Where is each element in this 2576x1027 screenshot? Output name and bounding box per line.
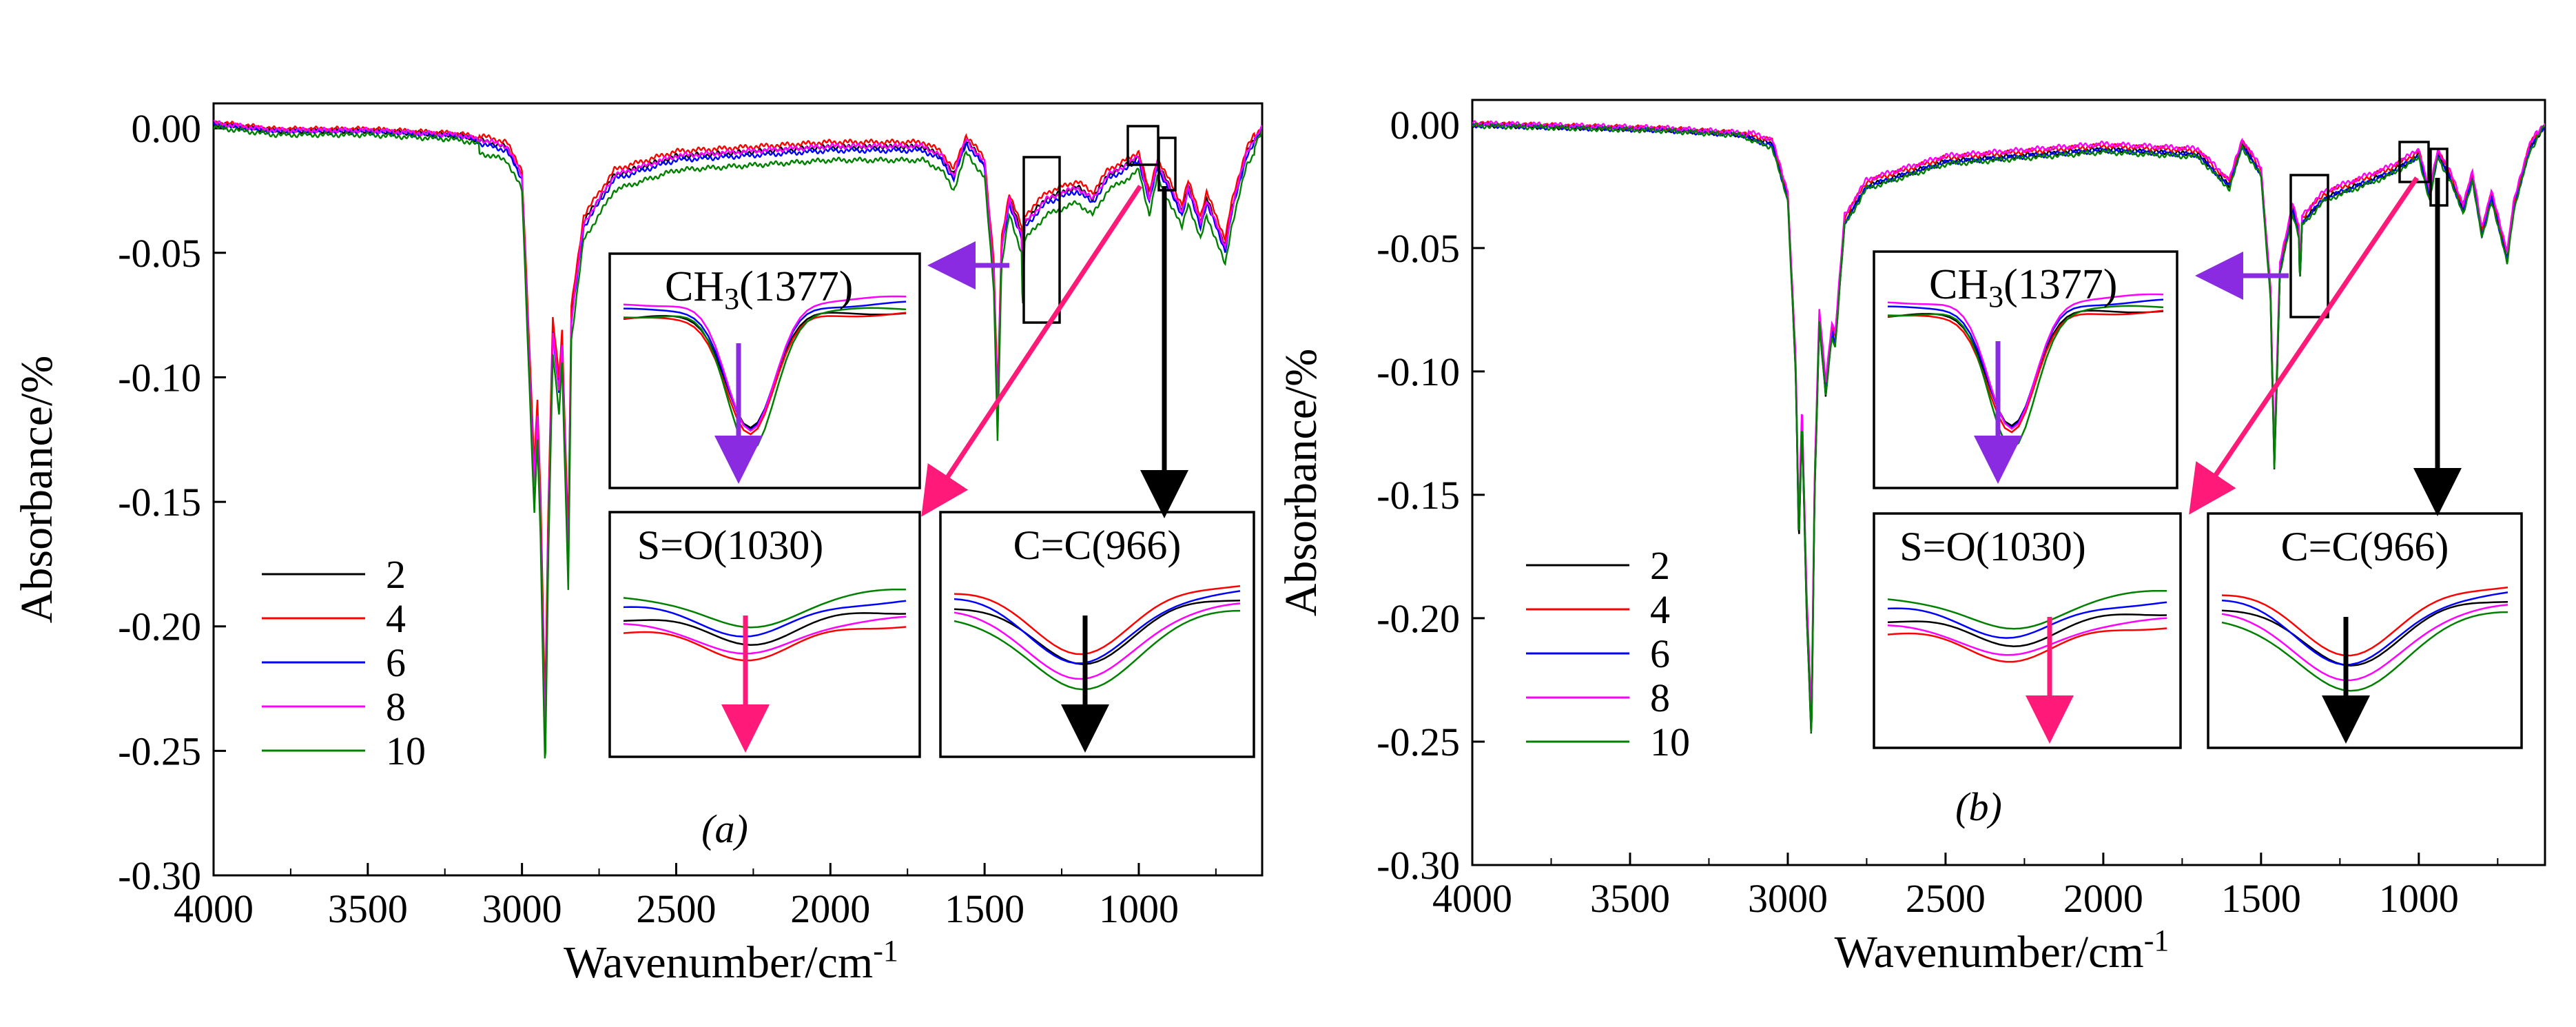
y-tick-label: -0.15	[1377, 473, 1460, 518]
inset-curve-2	[623, 612, 907, 646]
x-tick-label: 1500	[945, 886, 1024, 931]
inset-frame	[608, 252, 921, 489]
inset-curve-10	[1887, 305, 2164, 450]
ch3-label: CH3(1377)	[665, 263, 853, 316]
inset-curve-6	[623, 600, 907, 638]
inset-curve-10	[1887, 589, 2167, 630]
y-tick-label: -0.20	[118, 604, 201, 649]
inset-curve-6	[954, 590, 1241, 664]
series-line-10	[1472, 122, 2545, 733]
highlight-box	[1126, 125, 1160, 166]
highlight-box	[1157, 136, 1177, 192]
y-tick-label: 0.00	[132, 106, 202, 151]
so-pointer-arrow	[921, 185, 1142, 517]
inset-curve-10	[623, 307, 907, 452]
y-tick-label: -0.15	[118, 480, 201, 525]
x-tick-label: 1500	[2221, 876, 2301, 921]
x-tick-label: 2500	[1906, 876, 1986, 921]
inset-so: S=O(1030)	[1873, 512, 2182, 749]
panel-label: (a)	[701, 806, 748, 851]
inset-ch3: CH3(1377)	[608, 252, 921, 489]
inset-curve-4	[623, 312, 907, 436]
legend-label-8: 8	[386, 684, 406, 729]
y-tick-label: -0.05	[1377, 226, 1460, 271]
series-line-10	[214, 124, 1262, 759]
inset-curve-2	[1887, 613, 2167, 647]
x-tick-label: 3500	[1590, 876, 1670, 921]
inset-curve-10	[2221, 611, 2508, 692]
x-tick-label: 3000	[1748, 876, 1828, 921]
y-tick-label: -0.05	[118, 231, 201, 276]
y-tick-label: -0.20	[1377, 596, 1460, 641]
inset-curve-8	[1887, 293, 2164, 430]
inset-so: S=O(1030)	[608, 511, 921, 758]
x-axis-label: Wavenumber/cm-1	[1835, 924, 2170, 977]
inset-cc: C=C(966)	[939, 511, 1255, 758]
so-pointer-arrow	[2189, 176, 2419, 515]
inset-cc: C=C(966)	[2207, 512, 2523, 749]
inset-curve-8	[623, 616, 907, 655]
x-tick-label: 2500	[636, 886, 716, 931]
x-tick-label: 1000	[2379, 876, 2459, 921]
highlight-box	[2289, 174, 2329, 318]
x-tick-label: 4000	[1432, 876, 1512, 921]
inset-curve-8	[2221, 604, 2508, 682]
inset-curve-8	[623, 295, 907, 432]
x-axis-label: Wavenumber/cm-1	[564, 934, 898, 988]
inset-curve-6	[1887, 601, 2167, 639]
so-label: S=O(1030)	[1899, 524, 2086, 569]
x-tick-label: 1000	[1099, 886, 1179, 931]
legend-label-10: 10	[386, 729, 426, 773]
y-tick-label: -0.10	[1377, 349, 1460, 394]
inset-ch3: CH3(1377)	[1873, 250, 2178, 489]
plot-frame	[212, 102, 1264, 877]
highlight-box	[1022, 156, 1061, 324]
inset-curve-4	[623, 626, 907, 662]
x-tick-label: 4000	[174, 886, 254, 931]
cc-label: C=C(966)	[2281, 524, 2449, 569]
inset-curve-2	[2221, 600, 2508, 667]
inset-curve-6	[2221, 591, 2508, 666]
cc-label: C=C(966)	[1013, 522, 1182, 568]
x-tick-label: 3500	[328, 886, 408, 931]
legend-label-6: 6	[386, 640, 406, 685]
inset-curve-4	[1887, 309, 2164, 434]
series-line-8	[1472, 120, 2545, 706]
legend-label-6: 6	[1650, 631, 1670, 676]
inset-frame	[1873, 250, 2178, 489]
so-label: S=O(1030)	[637, 522, 824, 568]
inset-curve-10	[623, 588, 907, 629]
ch3-label: CH3(1377)	[1929, 261, 2117, 314]
inset-curve-10	[954, 609, 1241, 691]
y-axis-label: Absorbance/%	[12, 356, 62, 624]
panel-label: (b)	[1955, 784, 2002, 829]
y-tick-label: 0.00	[1390, 103, 1461, 148]
inset-curve-4	[1887, 627, 2167, 663]
legend-label-2: 2	[1650, 543, 1670, 588]
inset-curve-8	[954, 602, 1241, 680]
y-tick-label: -0.10	[118, 355, 201, 400]
inset-curve-4	[954, 584, 1241, 655]
legend-label-4: 4	[1650, 587, 1670, 632]
y-axis-label: Absorbance/%	[1276, 349, 1326, 617]
legend-label-8: 8	[1650, 675, 1670, 720]
y-tick-label: -0.30	[1377, 843, 1460, 888]
series-line-8	[214, 119, 1262, 728]
legend-label-10: 10	[1650, 720, 1690, 764]
plot-frame	[1471, 99, 2546, 866]
x-tick-label: 2000	[790, 886, 870, 931]
y-tick-label: -0.30	[118, 853, 201, 898]
y-tick-label: -0.25	[1377, 720, 1460, 764]
inset-curve-8	[1887, 617, 2167, 656]
inset-curve-4	[2221, 586, 2508, 657]
x-tick-label: 3000	[482, 886, 562, 931]
inset-curve-2	[954, 599, 1241, 665]
y-tick-label: -0.25	[118, 729, 201, 773]
legend-label-2: 2	[386, 552, 406, 597]
legend-label-4: 4	[386, 596, 406, 641]
x-tick-label: 2000	[2063, 876, 2143, 921]
